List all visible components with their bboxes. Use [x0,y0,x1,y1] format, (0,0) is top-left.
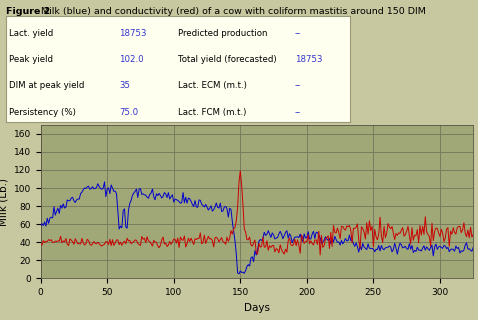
Text: --: -- [295,82,301,91]
Text: 75.0: 75.0 [120,108,139,117]
Text: Lact. yield: Lact. yield [9,29,54,38]
Text: Total yield (forecasted): Total yield (forecasted) [178,55,276,64]
Text: 35: 35 [120,82,130,91]
Y-axis label: Milk (Lb.): Milk (Lb.) [0,178,8,226]
Text: 18753: 18753 [120,29,147,38]
Text: 102.0: 102.0 [120,55,144,64]
Text: Figure 2: Figure 2 [6,7,50,16]
Text: --: -- [295,108,301,117]
Text: Persistency (%): Persistency (%) [9,108,76,117]
Text: Lact. ECM (m.t.): Lact. ECM (m.t.) [178,82,247,91]
Text: DIM at peak yield: DIM at peak yield [9,82,85,91]
X-axis label: Days: Days [244,303,270,313]
Text: Predicted production: Predicted production [178,29,267,38]
Text: Lact. FCM (m.t.): Lact. FCM (m.t.) [178,108,246,117]
Text: . Milk (blue) and conductivity (red) of a cow with coliform mastitis around 150 : . Milk (blue) and conductivity (red) of … [35,7,426,16]
Text: Peak yield: Peak yield [9,55,53,64]
Text: 18753: 18753 [295,55,322,64]
Text: --: -- [295,29,301,38]
